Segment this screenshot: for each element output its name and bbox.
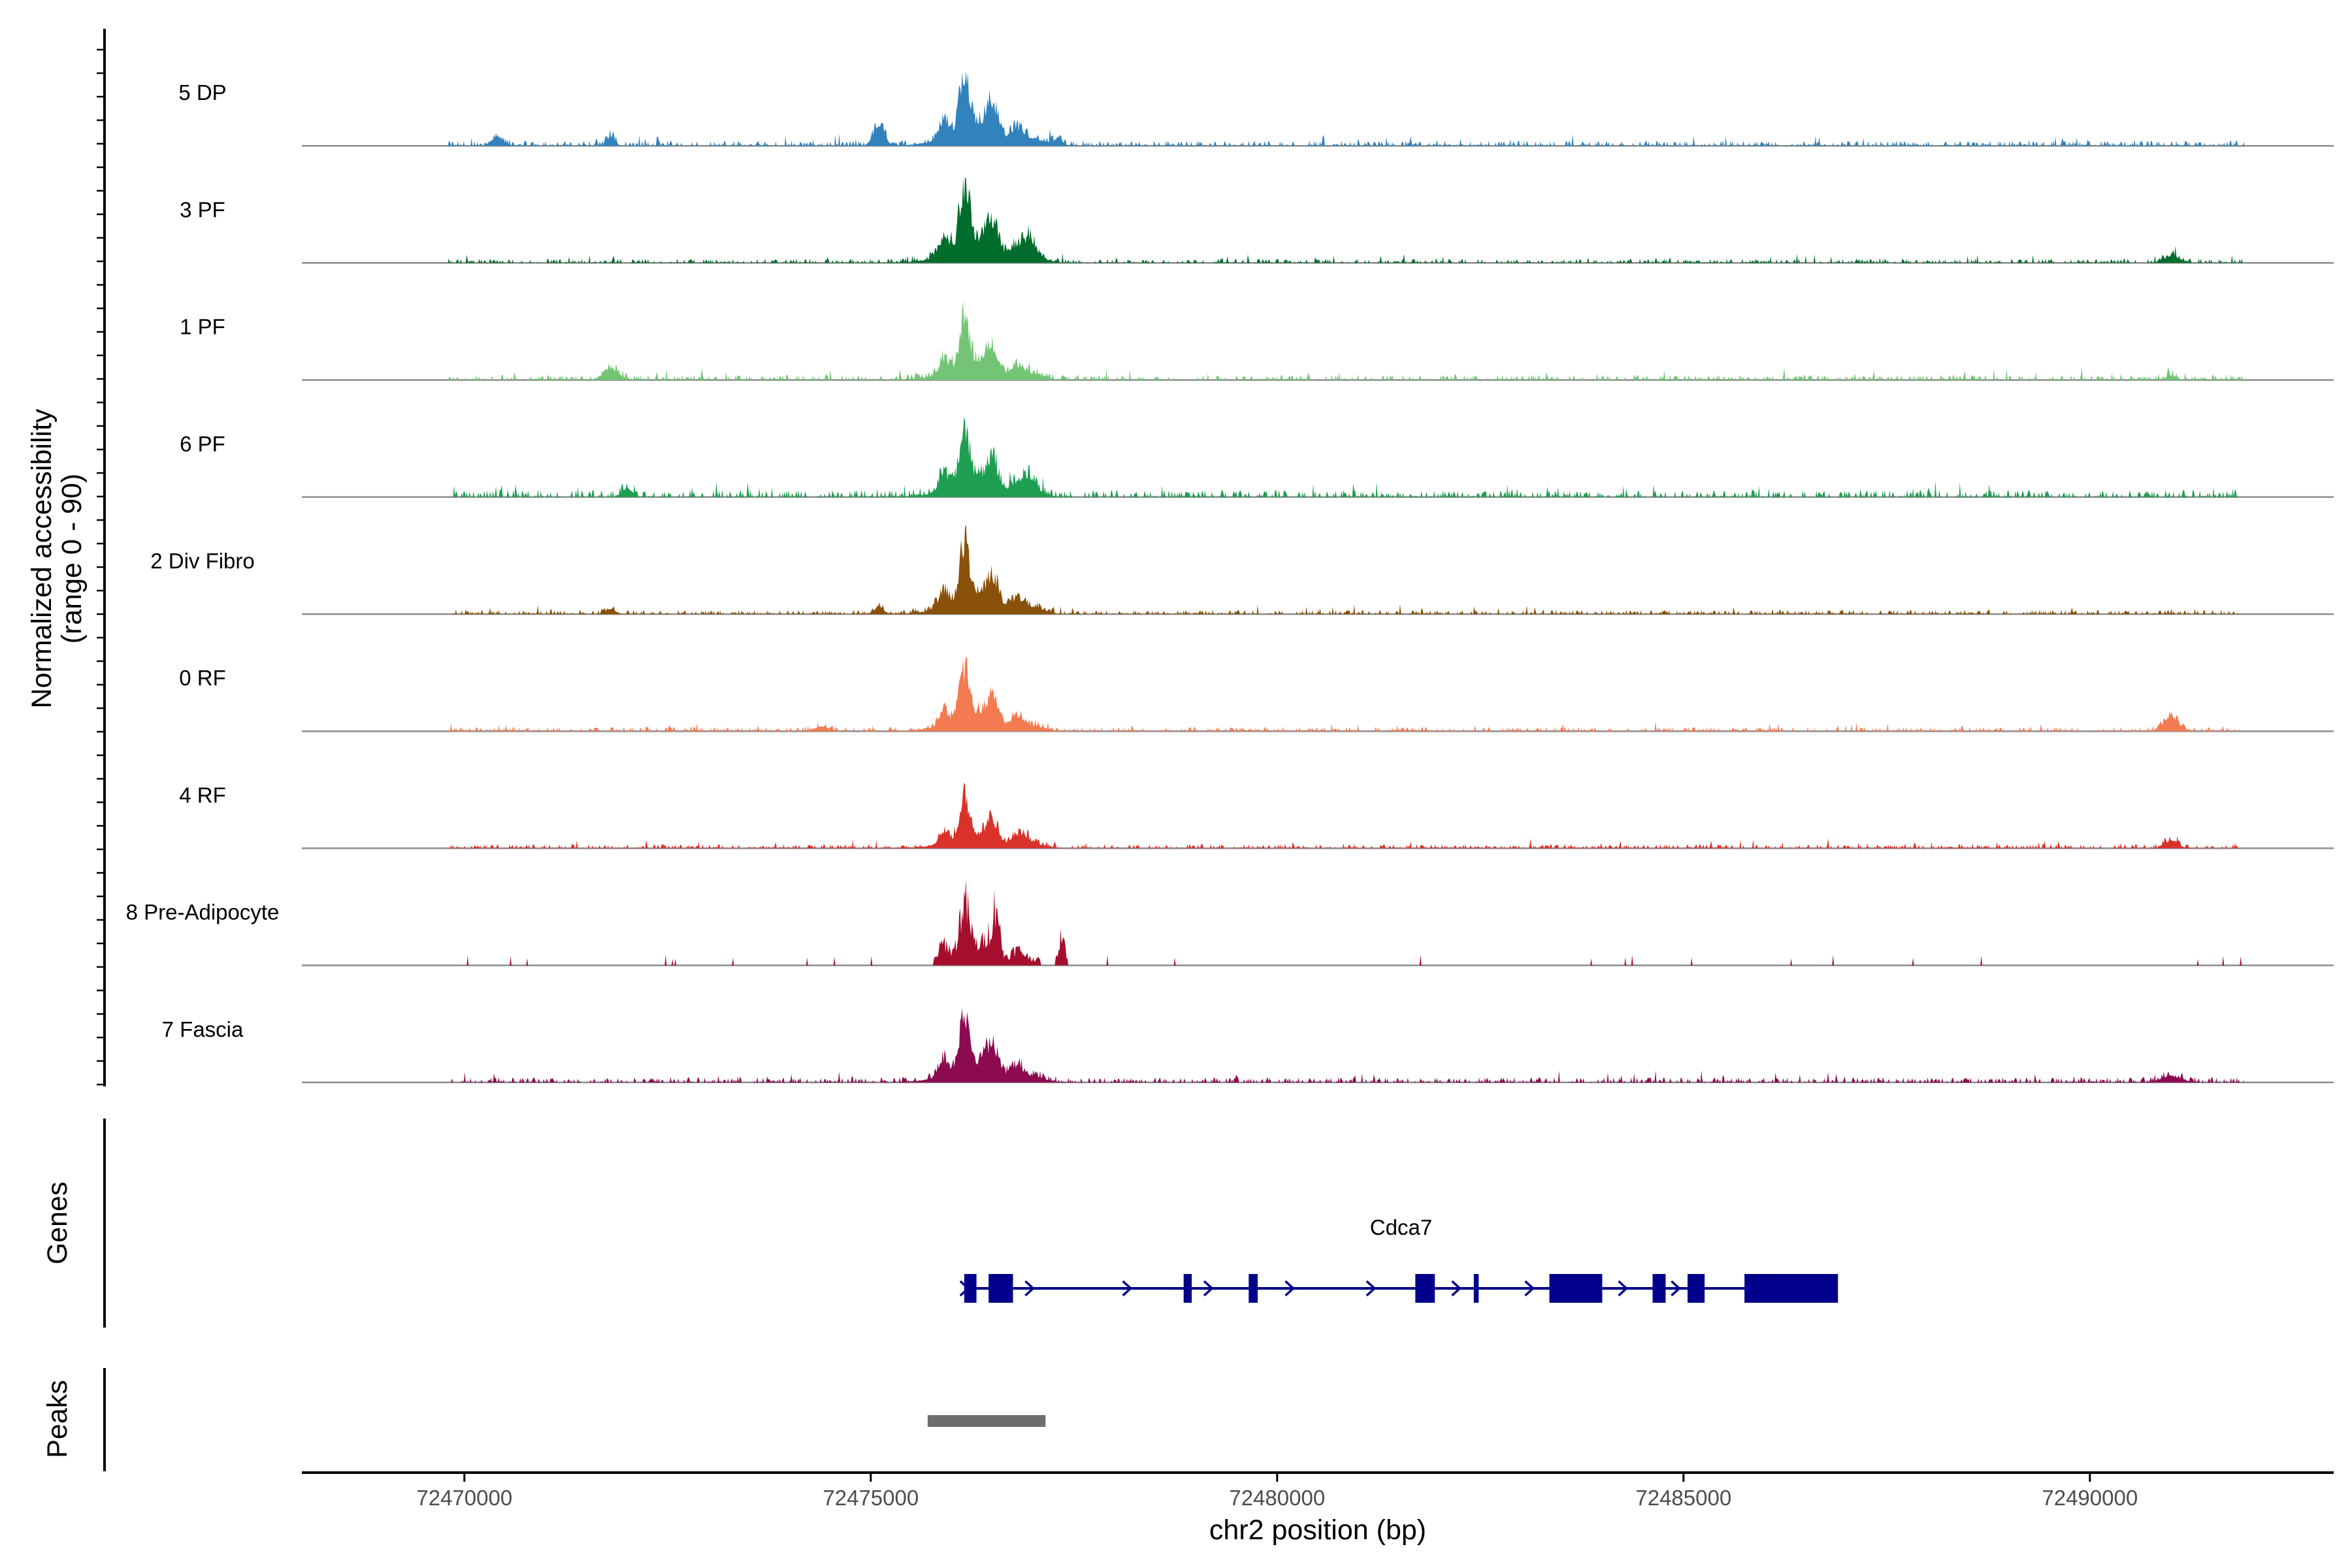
peak-regions (927, 1415, 1046, 1427)
track-label-0-rf: 0 RF (179, 666, 226, 690)
gene-exon (1249, 1274, 1258, 1303)
track-area-3-pf (448, 177, 2245, 263)
track-label-4-rf: 4 RF (179, 783, 226, 807)
x-tick-label: 72475000 (823, 1486, 919, 1510)
x-axis: 72470000 72475000 72480000 72485000 72490000 (302, 1471, 2334, 1510)
track-4-rf (302, 782, 2334, 849)
track-label-5-dp: 5 DP (178, 80, 226, 105)
coverage-tracks (302, 71, 2334, 1084)
x-axis-ticks: 72470000 72475000 72480000 72485000 72490000 (416, 1473, 2138, 1510)
gene-strand-arrow (1122, 1280, 1133, 1297)
track-1-pf (302, 301, 2334, 381)
track-area-8-pre-adipocyte (448, 879, 2245, 966)
track-0-rf (302, 657, 2334, 732)
genes-label: Genes (42, 1182, 73, 1265)
gene-strand-arrow (1618, 1280, 1629, 1297)
track-label-8-pre-adipocyte: 8 Pre-Adipocyte (126, 900, 280, 924)
gene-exon (988, 1274, 1013, 1303)
gene-exon (1549, 1274, 1603, 1303)
gene-exon (1744, 1274, 1838, 1303)
track-area-5-dp (448, 71, 2245, 146)
x-axis-label: chr2 position (bp) (1209, 1514, 1426, 1546)
gene-exon (1688, 1274, 1705, 1303)
gene-exon (1183, 1274, 1192, 1303)
gene-strand-arrow (1203, 1280, 1214, 1297)
track-area-7-fascia (448, 1008, 2245, 1083)
track-area-6-pf (448, 417, 2245, 497)
track-area-4-rf (448, 782, 2245, 849)
peak-region (927, 1415, 1046, 1427)
peaks-label: Peaks (42, 1380, 73, 1458)
x-tick-label: 72470000 (416, 1486, 512, 1510)
gene-exon (964, 1274, 977, 1303)
gene-name-label: Cdca7 (1370, 1215, 1432, 1239)
track-label-1-pf: 1 PF (180, 315, 225, 339)
gene-strand-arrow (1524, 1280, 1535, 1297)
gene-exon (1415, 1274, 1435, 1303)
genes-panel: Genes Cdca7 (42, 1119, 1838, 1328)
track-8-pre-adipocyte (302, 879, 2334, 966)
gene-strand-arrow (1671, 1280, 1681, 1297)
track-label-6-pf: 6 PF (180, 432, 225, 456)
peaks-panel: Peaks (42, 1368, 1046, 1471)
track-3-pf (302, 177, 2334, 264)
track-label-7-fascia: 7 Fascia (162, 1017, 244, 1041)
track-area-0-rf (448, 657, 2245, 732)
accessibility-axis (97, 29, 106, 1086)
track-label-3-pf: 3 PF (180, 197, 225, 221)
gene-strand-arrow (1365, 1280, 1377, 1297)
gene-exon (1473, 1274, 1479, 1303)
y-axis-label-range: (range 0 - 90) (56, 474, 88, 644)
gene-exon (1652, 1274, 1666, 1303)
x-tick-label: 72490000 (2042, 1486, 2138, 1510)
gene-model-cdca7 (959, 1274, 1838, 1303)
gene-strand-arrow (1284, 1280, 1296, 1297)
track-5-dp (302, 71, 2334, 147)
track-6-pf (302, 417, 2334, 498)
x-tick-label: 72485000 (1635, 1486, 1731, 1510)
y-axis-label: Normalized accessibility (26, 408, 57, 708)
track-2-div-fibro (302, 525, 2334, 615)
track-labels: 5 DP 3 PF 1 PF 6 PF 2 Div Fibro 0 RF 4 RF 8 Pre… (126, 80, 280, 1041)
track-7-fascia (302, 1008, 2334, 1084)
track-label-2-div-fibro: 2 Div Fibro (150, 549, 255, 573)
gene-strand-arrow (1451, 1280, 1462, 1297)
track-area-1-pf (448, 301, 2245, 380)
track-area-2-div-fibro (448, 525, 2245, 614)
gene-strand-arrow (1024, 1280, 1035, 1297)
x-tick-label: 72480000 (1229, 1486, 1325, 1510)
